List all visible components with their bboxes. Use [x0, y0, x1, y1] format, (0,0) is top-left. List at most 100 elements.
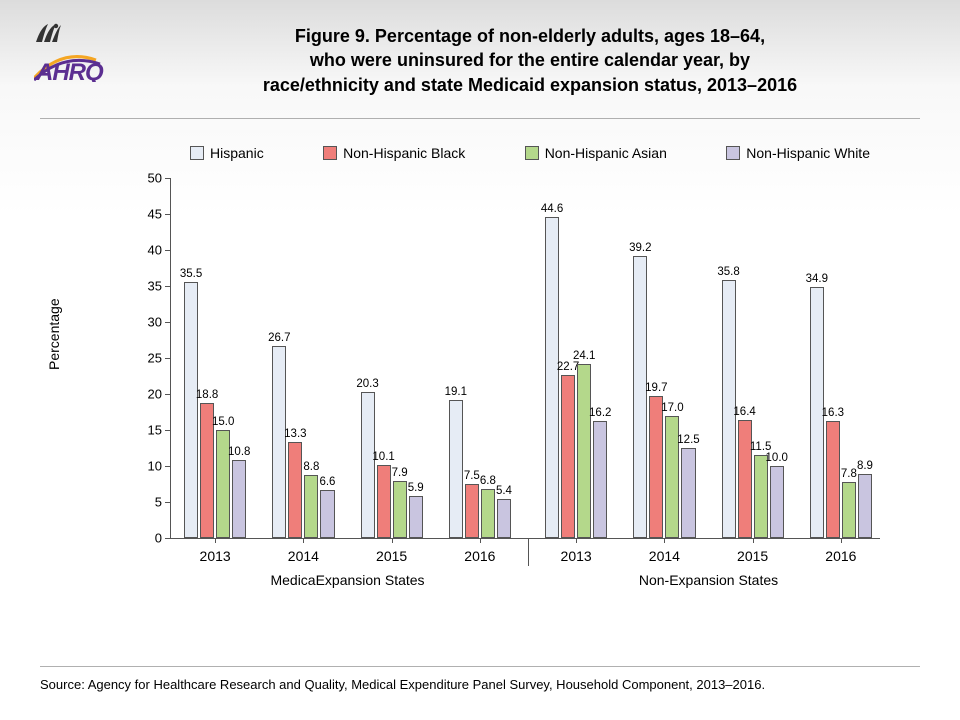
bar: [770, 466, 784, 538]
bar: [545, 217, 559, 538]
y-tick-mark: [165, 322, 170, 323]
bar-value-label: 13.3: [284, 428, 306, 440]
legend-item: Non-Hispanic White: [726, 145, 870, 161]
bar-value-label: 35.5: [180, 268, 202, 280]
legend-swatch: [726, 146, 740, 160]
legend-label: Hispanic: [210, 145, 264, 161]
bar: [449, 400, 463, 538]
bar: [561, 375, 575, 538]
bar-value-label: 10.0: [766, 452, 788, 464]
bar-value-label: 8.9: [857, 460, 873, 472]
bar-value-label: 18.8: [196, 389, 218, 401]
plot-area: 35.518.815.010.8201326.713.38.86.6201420…: [170, 178, 880, 538]
bar: [497, 499, 511, 538]
bar: [858, 474, 872, 538]
bar-value-label: 35.8: [717, 266, 739, 278]
bar: [361, 392, 375, 538]
x-supergroup-divider: [528, 538, 529, 566]
bar: [681, 448, 695, 538]
bar-value-label: 19.7: [645, 382, 667, 394]
figure-title: Figure 9. Percentage of non-elderly adul…: [140, 24, 920, 97]
x-tick-year: 2013: [200, 548, 231, 564]
bar: [288, 442, 302, 538]
x-tick-year: 2014: [288, 548, 319, 564]
x-tick-year: 2013: [561, 548, 592, 564]
bar: [272, 346, 286, 538]
bar-value-label: 10.1: [372, 451, 394, 463]
legend-item: Non-Hispanic Asian: [525, 145, 667, 161]
bar: [184, 282, 198, 538]
y-tick-label: 10: [132, 459, 162, 474]
y-tick-label: 35: [132, 279, 162, 294]
y-tick-mark: [165, 214, 170, 215]
x-tick-mark: [215, 538, 216, 543]
title-line-1: Figure 9. Percentage of non-elderly adul…: [295, 26, 765, 46]
y-tick-mark: [165, 466, 170, 467]
bar-value-label: 5.9: [408, 482, 424, 494]
title-line-2: who were uninsured for the entire calend…: [310, 50, 750, 70]
y-tick-label: 45: [132, 207, 162, 222]
bar-value-label: 5.4: [496, 485, 512, 497]
bar: [320, 490, 334, 538]
y-tick-mark: [165, 538, 170, 539]
x-supergroup-label: MedicaExpansion States: [270, 572, 424, 588]
bar: [577, 364, 591, 538]
bar: [481, 489, 495, 538]
x-axis: [170, 538, 880, 539]
y-axis: [170, 178, 171, 538]
x-tick-year: 2015: [737, 548, 768, 564]
ahrq-logo: AHRQ: [34, 22, 124, 82]
x-tick-mark: [480, 538, 481, 543]
bar: [738, 420, 752, 538]
hhs-icon: [34, 22, 124, 44]
legend-label: Non-Hispanic Black: [343, 145, 465, 161]
source-note: Source: Agency for Healthcare Research a…: [40, 666, 920, 692]
y-tick-label: 0: [132, 531, 162, 546]
bar: [842, 482, 856, 538]
bar: [754, 455, 768, 538]
bar-value-label: 16.3: [822, 407, 844, 419]
bar-value-label: 6.6: [319, 476, 335, 488]
bar-value-label: 16.4: [733, 406, 755, 418]
bar: [633, 256, 647, 538]
y-tick-label: 50: [132, 171, 162, 186]
title-line-3: race/ethnicity and state Medicaid expans…: [263, 75, 797, 95]
bar-value-label: 16.2: [589, 407, 611, 419]
bar-value-label: 10.8: [228, 446, 250, 458]
bar: [593, 421, 607, 538]
svg-text:AHRQ: AHRQ: [35, 59, 104, 82]
title-divider: [40, 118, 920, 119]
legend-item: Hispanic: [190, 145, 264, 161]
x-tick-mark: [392, 538, 393, 543]
bar: [393, 481, 407, 538]
bar-value-label: 34.9: [806, 273, 828, 285]
y-tick-mark: [165, 286, 170, 287]
legend-swatch: [323, 146, 337, 160]
y-tick-label: 5: [132, 495, 162, 510]
y-tick-label: 15: [132, 423, 162, 438]
bar-value-label: 39.2: [629, 242, 651, 254]
legend-swatch: [190, 146, 204, 160]
bar-value-label: 12.5: [677, 434, 699, 446]
y-tick-mark: [165, 178, 170, 179]
bar-value-label: 26.7: [268, 332, 290, 344]
x-tick-year: 2016: [825, 548, 856, 564]
x-tick-mark: [664, 538, 665, 543]
bar: [465, 484, 479, 538]
x-supergroup-label: Non-Expansion States: [639, 572, 778, 588]
x-tick-year: 2014: [649, 548, 680, 564]
bar: [377, 465, 391, 538]
chart: Hispanic Non-Hispanic Black Non-Hispanic A…: [60, 140, 900, 640]
bar-value-label: 44.6: [541, 203, 563, 215]
y-tick-label: 20: [132, 387, 162, 402]
y-axis-label: Percentage: [46, 298, 62, 370]
x-tick-mark: [753, 538, 754, 543]
bar-value-label: 8.8: [303, 461, 319, 473]
legend-label: Non-Hispanic Asian: [545, 145, 667, 161]
y-tick-mark: [165, 358, 170, 359]
bar-value-label: 7.9: [392, 467, 408, 479]
bar-value-label: 7.8: [841, 468, 857, 480]
bar: [826, 421, 840, 538]
y-tick-mark: [165, 394, 170, 395]
y-tick-mark: [165, 250, 170, 251]
